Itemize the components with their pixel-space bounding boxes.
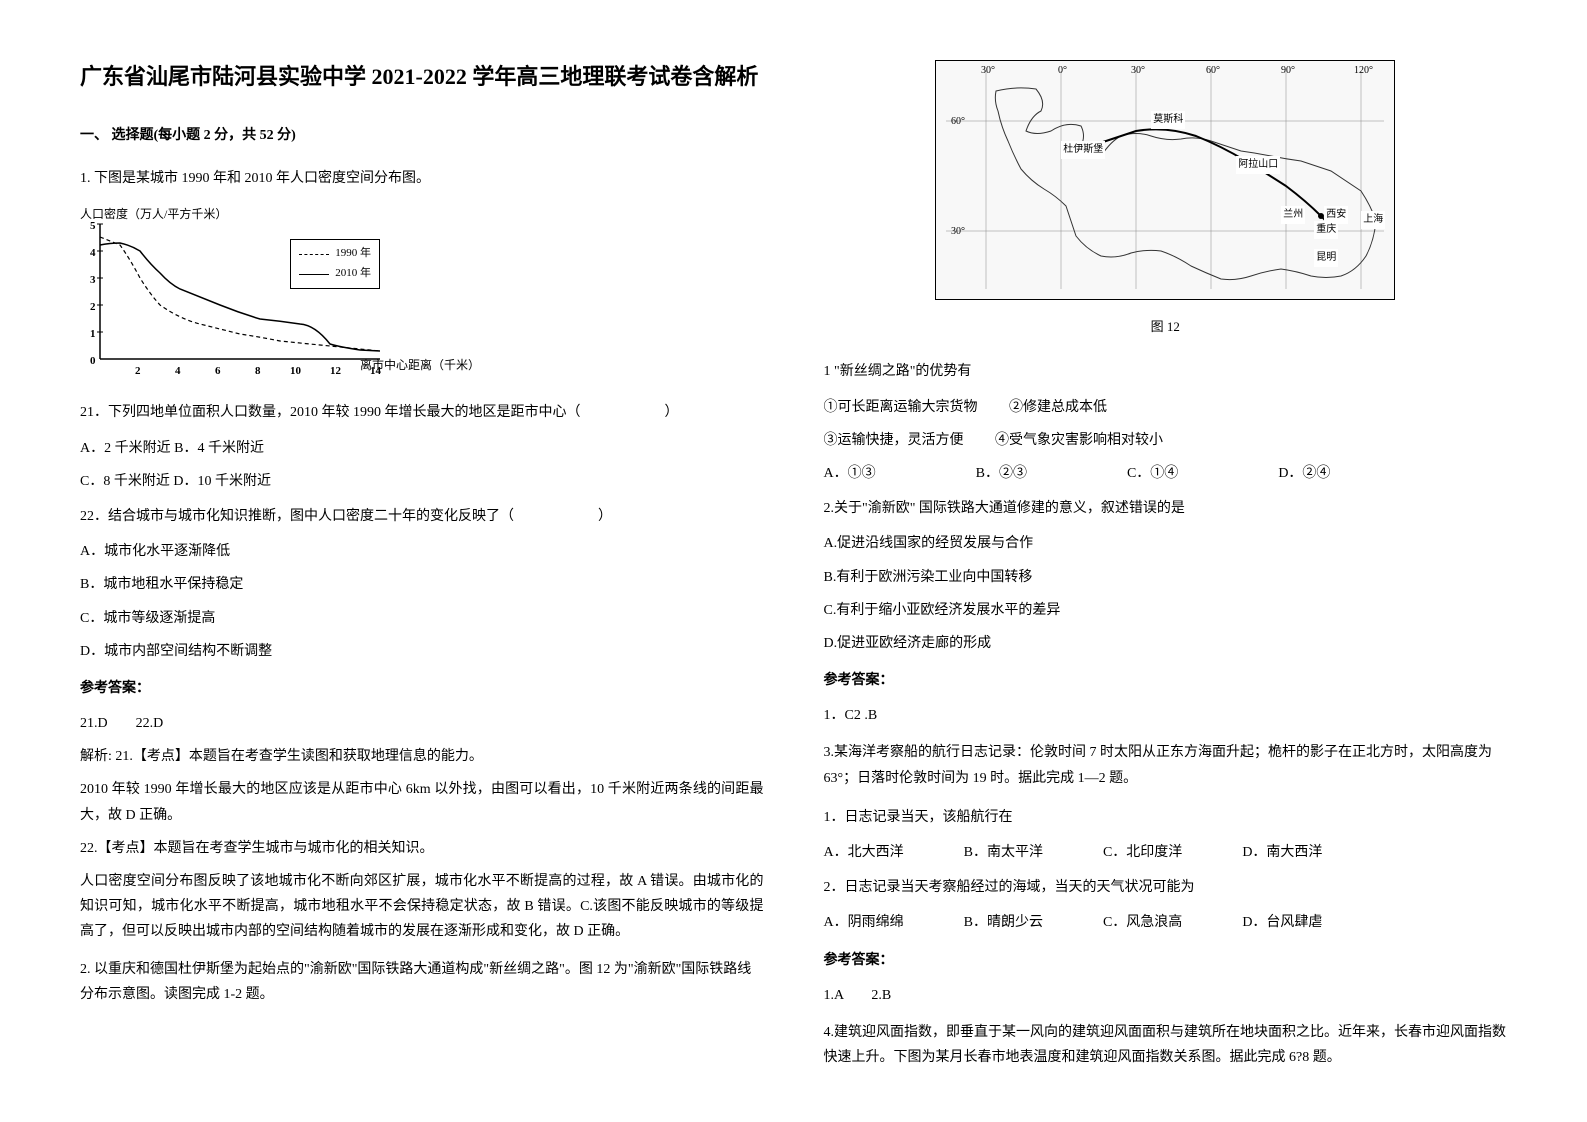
- q22-option-d: D．城市内部空间结构不断调整: [80, 639, 764, 664]
- svg-text:60°: 60°: [951, 116, 965, 127]
- q22-text: 22．结合城市与城市化知识推断，图中人口密度二十年的变化反映了（ ）: [80, 504, 764, 529]
- svg-text:2: 2: [90, 301, 96, 313]
- section-1-header: 一、 选择题(每小题 2 分，共 52 分): [80, 123, 764, 148]
- col2-q1: 1 "新丝绸之路"的优势有: [824, 359, 1508, 384]
- city-chongqing: 重庆: [1314, 221, 1338, 239]
- q1-d: D．②④: [1278, 461, 1330, 486]
- svg-text:0°: 0°: [1058, 65, 1067, 76]
- map-caption: 图 12: [824, 315, 1508, 338]
- q2-c: C.有利于缩小亚欧经济发展水平的差异: [824, 598, 1508, 623]
- col2-q2: 2.关于"渝新欧" 国际铁路大通道修建的意义，叙述错误的是: [824, 496, 1508, 521]
- population-density-chart: 人口密度（万人/平方千米） 0 1 2 3 4 5 2 4 6 8 10 12 …: [80, 209, 420, 384]
- q2-b: B.有利于欧洲污染工业向中国转移: [824, 565, 1508, 590]
- q3-1-d: D．南大西洋: [1242, 840, 1322, 865]
- analysis-4: 人口密度空间分布图反映了该地城市化不断向郊区扩展，城市化水平不断提高的过程，故 …: [80, 869, 764, 945]
- legend-1990: 1990 年: [335, 244, 371, 264]
- svg-text:60°: 60°: [1206, 65, 1220, 76]
- q3-intro: 3.某海洋考察船的航行日志记录：伦敦时间 7 时太阳从正东方海面升起；桅杆的影子…: [824, 740, 1508, 790]
- q21-options-cd: C．8 千米附近 D．10 千米附近: [80, 469, 764, 494]
- q1-opt3: ③运输快捷，灵活方便: [824, 433, 964, 448]
- legend-2010: 2010 年: [335, 264, 371, 284]
- document-title: 广东省汕尾市陆河县实验中学 2021-2022 学年高三地理联考试卷含解析: [80, 60, 764, 93]
- city-alashankou: 阿拉山口: [1236, 156, 1280, 174]
- q1-a: A．①③: [824, 461, 876, 486]
- svg-text:12: 12: [330, 365, 342, 377]
- chart-legend: 1990 年 2010 年: [290, 239, 380, 289]
- svg-text:0: 0: [90, 355, 96, 367]
- q22-option-b: B．城市地租水平保持稳定: [80, 572, 764, 597]
- q21-options-ab: A．2 千米附近 B．4 千米附近: [80, 436, 764, 461]
- q2-d: D.促进亚欧经济走廊的形成: [824, 631, 1508, 656]
- answer-header-2: 参考答案：: [824, 668, 1508, 693]
- svg-text:1: 1: [90, 328, 96, 340]
- q22-option-a: A．城市化水平逐渐降低: [80, 539, 764, 564]
- q3-1-c: C．北印度洋: [1103, 840, 1182, 865]
- x-axis-label: 离市中心距离（千米）: [360, 355, 480, 377]
- q3-2-b: B．晴朗少云: [964, 910, 1043, 935]
- answer-header-3: 参考答案：: [824, 948, 1508, 973]
- q22-option-c: C．城市等级逐渐提高: [80, 606, 764, 631]
- city-lanzhou: 兰州: [1281, 206, 1305, 224]
- svg-text:30°: 30°: [951, 226, 965, 237]
- analysis-3: 22.【考点】本题旨在考查学生城市与城市化的相关知识。: [80, 836, 764, 861]
- city-duisburg: 杜伊斯堡: [1061, 141, 1105, 159]
- city-kunming: 昆明: [1314, 249, 1338, 267]
- svg-text:6: 6: [215, 365, 221, 377]
- svg-text:30°: 30°: [981, 65, 995, 76]
- q3-1-a: A．北大西洋: [824, 840, 904, 865]
- q21-text: 21．下列四地单位面积人口数量，2010 年较 1990 年增长最大的地区是距市…: [80, 400, 764, 425]
- q2-intro: 2. 以重庆和德国杜伊斯堡为起始点的"渝新欧"国际铁路大通道构成"新丝绸之路"。…: [80, 957, 764, 1007]
- svg-text:2: 2: [135, 365, 141, 377]
- right-column: 30° 0° 30° 60° 90° 120° 60° 30° 杜伊斯堡 莫斯科…: [824, 60, 1508, 1062]
- svg-text:10: 10: [290, 365, 302, 377]
- q3-2-c: C．风急浪高: [1103, 910, 1182, 935]
- answer-1: 21.D 22.D: [80, 711, 764, 736]
- q1-opt4: ④受气象灾害影响相对较小: [995, 433, 1163, 448]
- q1-c: C．①④: [1127, 461, 1178, 486]
- analysis-2: 2010 年较 1990 年增长最大的地区应该是从距市中心 6km 以外找，由图…: [80, 777, 764, 827]
- svg-text:30°: 30°: [1131, 65, 1145, 76]
- answer-2: 1．C2 .B: [824, 703, 1508, 728]
- answer-3: 1.A 2.B: [824, 983, 1508, 1008]
- q1-intro: 1. 下图是某城市 1990 年和 2010 年人口密度空间分布图。: [80, 166, 764, 191]
- eurasia-map: 30° 0° 30° 60° 90° 120° 60° 30° 杜伊斯堡 莫斯科…: [935, 60, 1395, 300]
- q1-opt2: ②修建总成本低: [1009, 400, 1107, 415]
- left-column: 广东省汕尾市陆河县实验中学 2021-2022 学年高三地理联考试卷含解析 一、…: [80, 60, 764, 1062]
- q3-2-d: D．台风肆虐: [1242, 910, 1322, 935]
- svg-text:120°: 120°: [1354, 65, 1373, 76]
- q1-b: B．②③: [976, 461, 1027, 486]
- answer-header-1: 参考答案：: [80, 676, 764, 701]
- y-axis-label: 人口密度（万人/平方千米）: [80, 204, 227, 226]
- svg-text:3: 3: [90, 274, 96, 286]
- city-moscow: 莫斯科: [1151, 111, 1185, 129]
- svg-text:4: 4: [175, 365, 181, 377]
- svg-text:90°: 90°: [1281, 65, 1295, 76]
- city-shanghai: 上海: [1361, 211, 1385, 229]
- q3-2: 2．日志记录当天考察船经过的海域，当天的天气状况可能为: [824, 875, 1508, 900]
- q2-a: A.促进沿线国家的经贸发展与合作: [824, 531, 1508, 556]
- q3-1: 1．日志记录当天，该船航行在: [824, 805, 1508, 830]
- svg-text:4: 4: [90, 247, 96, 259]
- svg-text:8: 8: [255, 365, 261, 377]
- q4-intro: 4.建筑迎风面指数，即垂直于某一风向的建筑迎风面面积与建筑所在地块面积之比。近年…: [824, 1020, 1508, 1070]
- q1-opt1: ①可长距离运输大宗货物: [824, 400, 978, 415]
- q3-1-b: B．南太平洋: [964, 840, 1043, 865]
- q3-2-a: A．阴雨绵绵: [824, 910, 904, 935]
- analysis-1: 解析: 21.【考点】本题旨在考查学生读图和获取地理信息的能力。: [80, 744, 764, 769]
